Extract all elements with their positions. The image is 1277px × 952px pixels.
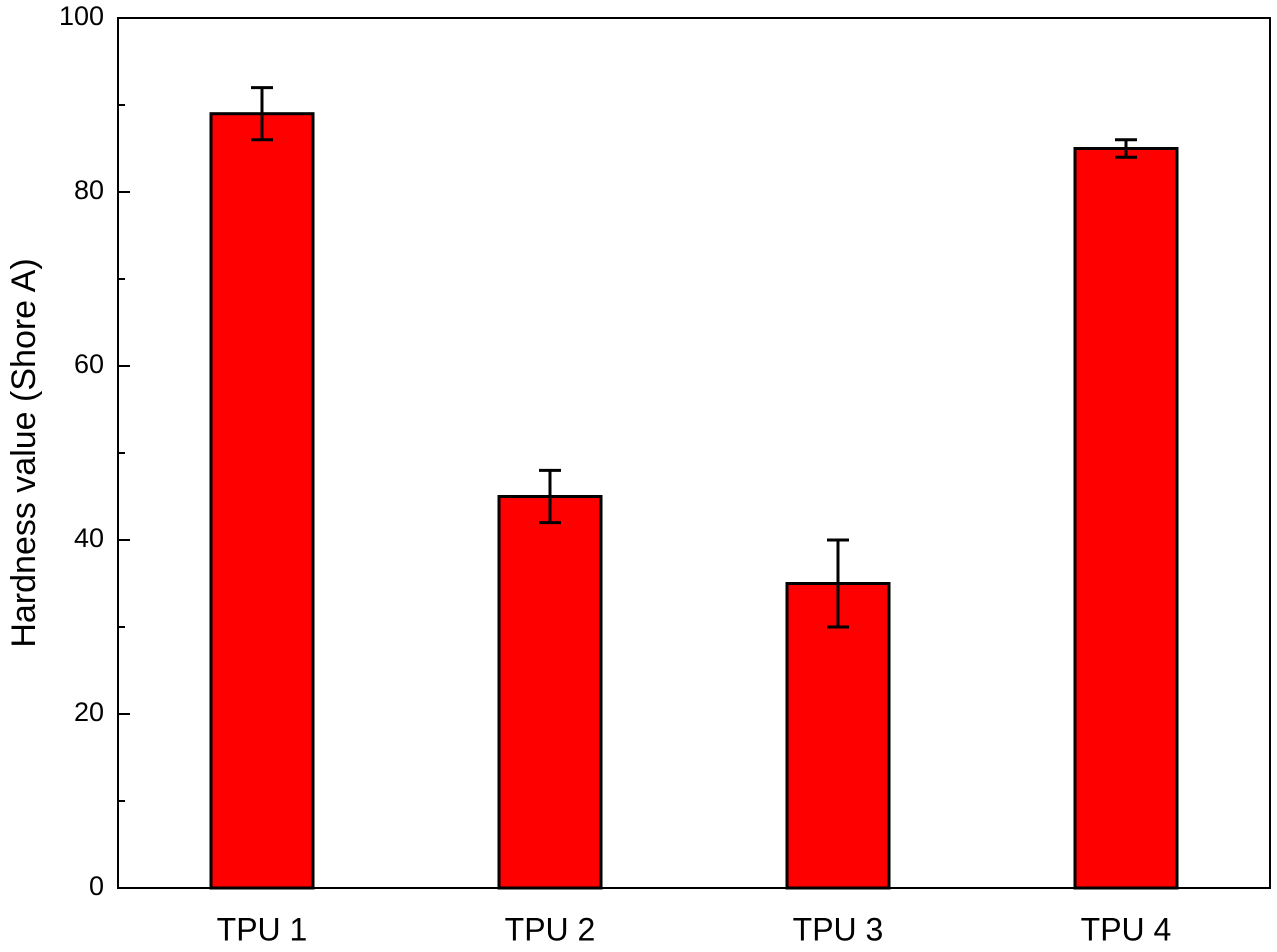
bar: [785, 582, 891, 890]
error-bar: [827, 538, 849, 629]
y-axis-label: Hardness value (Shore A): [5, 258, 43, 647]
y-tick-label: 80: [74, 175, 104, 205]
y-tick-label: 0: [89, 871, 104, 901]
bar: [497, 495, 603, 890]
error-bar: [1115, 138, 1137, 159]
y-tick-label: 100: [59, 1, 104, 31]
x-tick-label: TPU 2: [505, 911, 596, 947]
y-tick-label: 20: [74, 697, 104, 727]
x-tick-label: TPU 4: [1081, 911, 1172, 947]
bar: [209, 112, 315, 890]
y-tick-label: 60: [74, 349, 104, 379]
error-bar: [539, 468, 561, 525]
x-tick-label: TPU 1: [217, 911, 308, 947]
bar: [1073, 147, 1179, 890]
y-tick-label: 40: [74, 523, 104, 553]
error-bar: [251, 86, 273, 142]
x-tick-label: TPU 3: [793, 911, 884, 947]
